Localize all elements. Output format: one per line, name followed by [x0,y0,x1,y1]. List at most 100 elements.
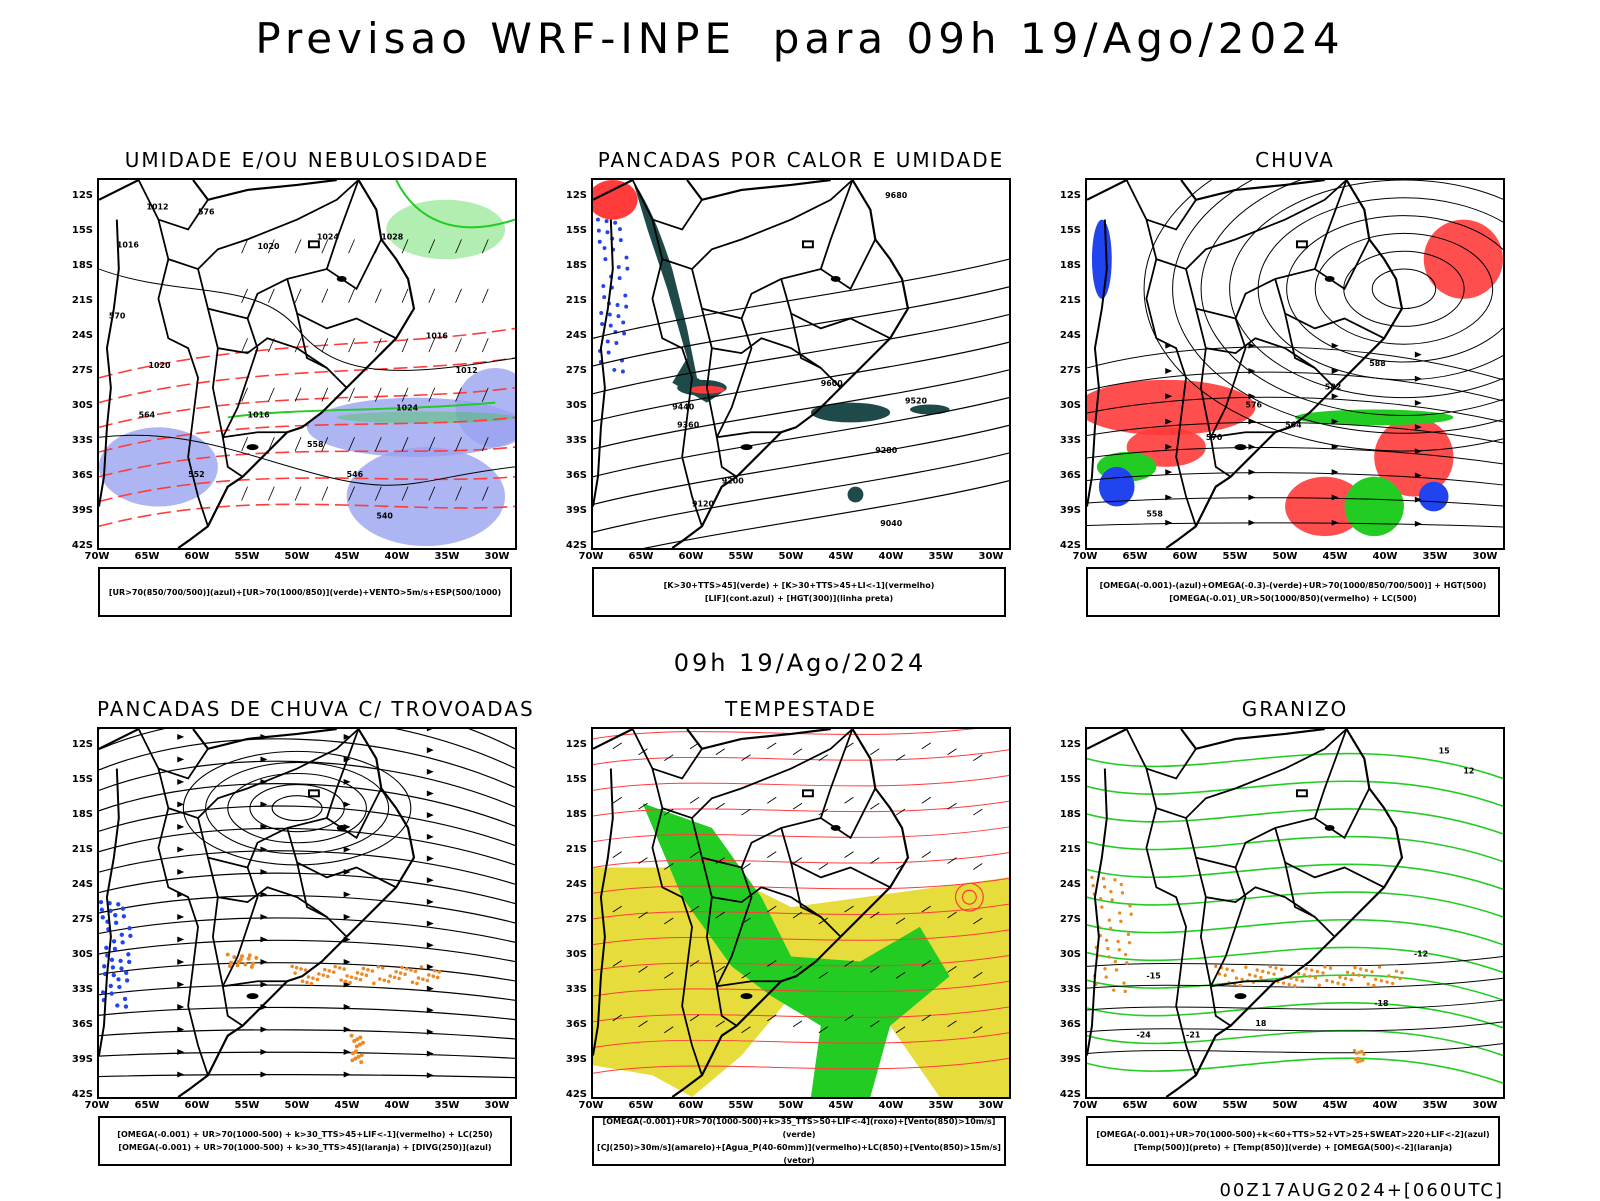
lon-label: 30W [1472,1100,1498,1111]
lon-label: 60W [184,551,210,562]
lon-label: 55W [234,1100,260,1111]
legend-granizo: [OMEGA(-0.001)+UR>70(1000-500)+k<60+TTS>… [1086,1116,1500,1166]
lat-label: 21S [565,844,587,855]
contour-label: 9120 [692,499,715,508]
lon-label: 50W [1272,551,1298,562]
lat-label: 42S [1059,540,1081,551]
lat-label: 42S [71,540,93,551]
contour-label: 558 [307,440,324,449]
lon-label: 55W [728,1100,754,1111]
lon-label: 65W [628,551,654,562]
contour-label: 1012 [456,366,478,375]
lat-label: 39S [565,505,587,516]
lon-label: 45W [1322,551,1348,562]
lat-label: 18S [71,809,93,820]
lat-label: 42S [565,540,587,551]
lat-label: 24S [565,330,587,341]
lon-label: 55W [728,551,754,562]
lat-label: 42S [71,1089,93,1100]
contour-label: 588 [1369,359,1386,368]
lon-label: 35W [1422,551,1448,562]
lon-label: 65W [1122,551,1148,562]
contour-label: 9520 [905,397,928,406]
lon-label: 50W [1272,1100,1298,1111]
lon-label: 55W [1222,551,1248,562]
lat-label: 15S [1059,774,1081,785]
lat-label: 27S [1059,914,1081,925]
lat-label: 33S [1059,984,1081,995]
lon-label: 60W [678,551,704,562]
lat-label: 24S [71,879,93,890]
mid-title: 09h 19/Ago/2024 [673,649,927,677]
contour-label: 570 [1206,433,1223,442]
lat-label: 27S [71,914,93,925]
footer-run-info: 00Z17AUG2024+[060UTC] [1219,1180,1504,1201]
contour-label: 18 [1255,1019,1267,1028]
contour-label: 1024 [317,232,340,241]
lon-label: 30W [1472,551,1498,562]
contour-label: -15 [1146,971,1160,980]
lat-label: 27S [565,365,587,376]
lat-label: 12S [565,739,587,750]
lat-label: 21S [71,295,93,306]
lat-label: 36S [71,470,93,481]
contour-label: 576 [198,208,215,217]
lon-label: 70W [578,551,604,562]
lat-label: 27S [71,365,93,376]
contour-label: 15 [1439,747,1450,756]
lon-label: 40W [1372,1100,1398,1111]
lat-label: 39S [71,1054,93,1065]
contour-label: 9440 [672,403,695,412]
lat-label: 12S [71,739,93,750]
lon-label: 40W [878,1100,904,1111]
lat-label: 15S [71,225,93,236]
lat-label: 33S [71,984,93,995]
lon-label: 70W [578,1100,604,1111]
lon-label: 65W [628,1100,654,1111]
lon-label: 60W [1172,1100,1198,1111]
legend-line: [OMEGA(-0.001) + UR>70(1000-500) + k>30_… [118,1143,492,1152]
contour-label: 1020 [149,361,172,370]
contour-label: 9200 [722,477,745,486]
lat-label: 15S [71,774,93,785]
lat-label: 21S [1059,844,1081,855]
lon-label: 45W [828,1100,854,1111]
legend-line: [K>30+TTS>45](verde) + [K>30+TTS>45+LI<-… [663,581,935,590]
panel-title-umidade: UMIDADE E/OU NEBULOSIDADE [124,148,490,172]
lon-label: 40W [1372,551,1398,562]
lon-label: 65W [134,551,160,562]
lon-label: 60W [184,1100,210,1111]
panel-title-chuva: CHUVA [1255,148,1335,172]
lon-label: 45W [334,1100,360,1111]
lon-label: 50W [778,551,804,562]
legend-line: [LIF](cont.azul) + [HGT(300)](linha pret… [704,594,894,603]
contour-label: 1016 [117,240,140,249]
lon-label: 35W [434,1100,460,1111]
lat-label: 42S [565,1089,587,1100]
lon-label: 70W [84,551,110,562]
lon-label: 35W [434,551,460,562]
lat-label: 39S [565,1054,587,1065]
panel-title-tempestade: TEMPESTADE [725,697,877,721]
contour-label: 558 [1146,509,1163,518]
lat-label: 15S [1059,225,1081,236]
legend-trovoadas: [OMEGA(-0.001) + UR>70(1000-500) + k>30_… [98,1116,512,1166]
contour-label: 552 [188,470,205,479]
lon-label: 45W [334,551,360,562]
map-pancadas-calor: 9680 9600 9520 9440 9360 9280 9200 9120 9040 [591,178,1011,550]
legend-line: [OMEGA(-0.01)_UR>50(1000/850)(vermelho) … [1169,594,1417,603]
lat-label: 15S [565,774,587,785]
contour-label: -21 [1186,1031,1200,1040]
lat-label: 24S [71,330,93,341]
lon-label: 60W [1172,551,1198,562]
contour-label: 9040 [880,519,903,528]
lon-label: 55W [234,551,260,562]
contour-label: 1024 [396,403,419,412]
lat-label: 24S [1059,330,1081,341]
lon-label: 40W [384,551,410,562]
lat-label: 30S [71,400,93,411]
lon-label: 65W [134,1100,160,1111]
lat-label: 30S [71,949,93,960]
map-trovoadas [97,727,517,1099]
lat-label: 12S [565,190,587,201]
